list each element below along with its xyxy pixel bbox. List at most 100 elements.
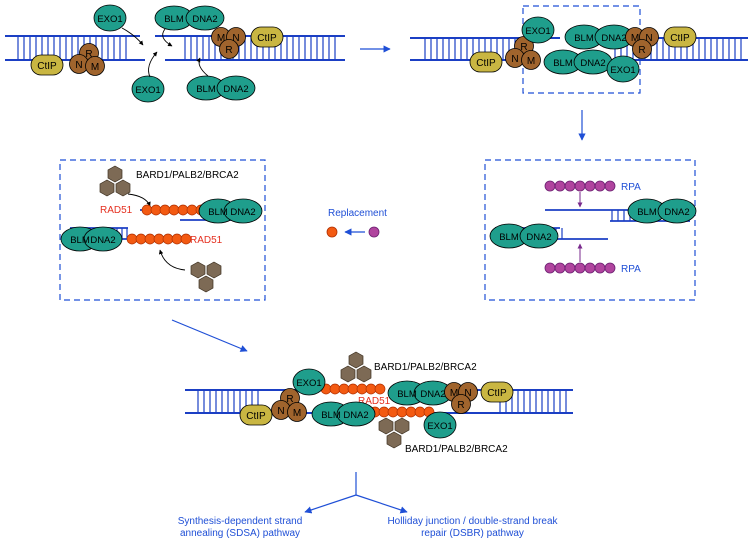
blm-dna2-complex: BLM DNA2	[311, 401, 376, 427]
blm-dna2-complex: BLM DNA2	[543, 49, 613, 75]
mrn-complex: M N R	[211, 27, 246, 59]
rad51-monomer	[329, 383, 341, 395]
rpa-chain	[544, 180, 616, 192]
svg-text:CtIP: CtIP	[487, 388, 507, 399]
rad51-monomer	[338, 383, 350, 395]
svg-text:RAD51: RAD51	[190, 235, 223, 246]
ctip-protein: CtIP	[250, 26, 284, 48]
svg-text:M: M	[91, 62, 99, 73]
svg-text:N: N	[511, 54, 518, 65]
panel-initial-resection: R N M CtIP M N R CtIP EXO1 EXO1	[5, 4, 345, 103]
exo1-protein: EXO1	[93, 4, 127, 32]
svg-text:BARD1/PALB2/BRCA2: BARD1/PALB2/BRCA2	[136, 170, 239, 181]
exo1-protein: EXO1	[423, 411, 457, 439]
rad51-monomer	[159, 204, 171, 216]
dna-base-pairs	[17, 36, 127, 60]
svg-text:N: N	[232, 33, 239, 44]
exo1-protein: EXO1	[292, 368, 326, 396]
svg-text:BLM: BLM	[637, 207, 657, 218]
rad51-monomer	[378, 406, 390, 418]
svg-text:DNA2: DNA2	[223, 84, 248, 95]
rad51-monomer	[356, 383, 368, 395]
rad51-monomer	[180, 233, 192, 245]
svg-text:BLM: BLM	[70, 235, 90, 246]
svg-text:RAD51: RAD51	[358, 396, 391, 407]
svg-text:BARD1/PALB2/BRCA2: BARD1/PALB2/BRCA2	[405, 444, 508, 455]
brca-complex-icon	[99, 165, 131, 197]
replacement-legend: Replacement	[326, 208, 387, 238]
ctip-protein: CtIP	[239, 404, 273, 426]
panel-strand-invasion: RAD51 CtIP R N M EXO1 BLM DNA2 BLM DN	[185, 351, 573, 455]
blm-dna2-complex: BLM DNA2	[627, 198, 697, 224]
rad51-filament	[126, 233, 192, 245]
rad51-filament	[369, 406, 435, 418]
pathway-split-arrows	[304, 472, 408, 514]
exo1-protein: EXO1	[131, 75, 165, 103]
svg-text:DNA2: DNA2	[601, 33, 626, 44]
svg-text:DNA2: DNA2	[664, 207, 689, 218]
brca-complex-icon	[378, 417, 410, 449]
rad51-monomer	[150, 204, 162, 216]
svg-text:DNA2: DNA2	[580, 58, 605, 69]
svg-text:R: R	[85, 49, 92, 60]
rad51-monomer	[168, 204, 180, 216]
mrn-complex: M N R	[625, 27, 659, 59]
rpa-chain	[544, 262, 616, 274]
svg-text:R: R	[638, 45, 645, 56]
svg-text:DNA2: DNA2	[230, 207, 255, 218]
svg-text:BLM: BLM	[164, 14, 184, 25]
svg-text:N: N	[277, 406, 284, 417]
exo1-protein: EXO1	[606, 55, 640, 83]
rad51-monomer	[171, 233, 183, 245]
svg-text:N: N	[645, 33, 652, 44]
panel-rpa-coating: RPA BLM DNA2 BLM DNA2 RP	[484, 159, 697, 301]
binding-arrows	[121, 27, 209, 78]
svg-text:EXO1: EXO1	[296, 378, 321, 389]
svg-text:CtIP: CtIP	[257, 33, 277, 44]
rad51-monomer	[135, 233, 147, 245]
svg-text:BLM: BLM	[208, 207, 228, 218]
ctip-protein: CtIP	[480, 381, 514, 403]
rad51-monomer	[153, 233, 165, 245]
svg-text:RPA: RPA	[621, 182, 641, 193]
mrn-complex: M N R	[444, 382, 478, 414]
dna-base-pairs	[197, 390, 259, 413]
dna-base-pairs	[611, 210, 631, 221]
ctip-protein: CtIP	[469, 51, 503, 73]
mrn-complex: R N M	[505, 36, 541, 70]
svg-text:EXO1: EXO1	[135, 85, 160, 96]
svg-text:RAD51: RAD51	[100, 205, 133, 216]
svg-text:EXO1: EXO1	[97, 14, 122, 25]
rad51-monomer	[144, 233, 156, 245]
rad51-filament	[320, 383, 386, 395]
svg-text:BLM: BLM	[499, 232, 519, 243]
blm-dna2-complex: BLM DNA2	[489, 223, 559, 249]
panel-resection: CtIP R N M EXO1 BLM DNA2 BLM DNA2	[410, 5, 748, 94]
rad51-filament	[141, 204, 207, 216]
blm-dna2-complex: BLM DNA2	[186, 75, 256, 101]
flow-arrow	[171, 319, 248, 352]
svg-text:M: M	[631, 33, 639, 44]
svg-text:DNA2: DNA2	[90, 235, 115, 246]
rad51-monomer	[405, 406, 417, 418]
rad51-monomer	[365, 383, 377, 395]
svg-text:BLM: BLM	[553, 58, 573, 69]
blm-dna2-complex: BLM DNA2	[564, 24, 634, 50]
svg-text:M: M	[527, 56, 535, 67]
svg-text:BLM: BLM	[196, 84, 216, 95]
blm-dna2-complex: BLM DNA2	[198, 198, 263, 224]
rad51-monomer	[414, 406, 426, 418]
svg-text:CtIP: CtIP	[37, 61, 57, 72]
svg-text:M: M	[217, 33, 225, 44]
svg-text:CtIP: CtIP	[246, 411, 266, 422]
svg-text:EXO1: EXO1	[525, 26, 550, 37]
rad51-monomer	[387, 406, 399, 418]
rad51-monomer	[374, 383, 386, 395]
svg-text:Replacement: Replacement	[328, 208, 387, 219]
svg-text:DNA2: DNA2	[192, 14, 217, 25]
svg-text:N: N	[75, 60, 82, 71]
svg-text:DNA2: DNA2	[343, 410, 368, 421]
rad51-monomer	[396, 406, 408, 418]
exo1-protein: EXO1	[521, 16, 555, 44]
